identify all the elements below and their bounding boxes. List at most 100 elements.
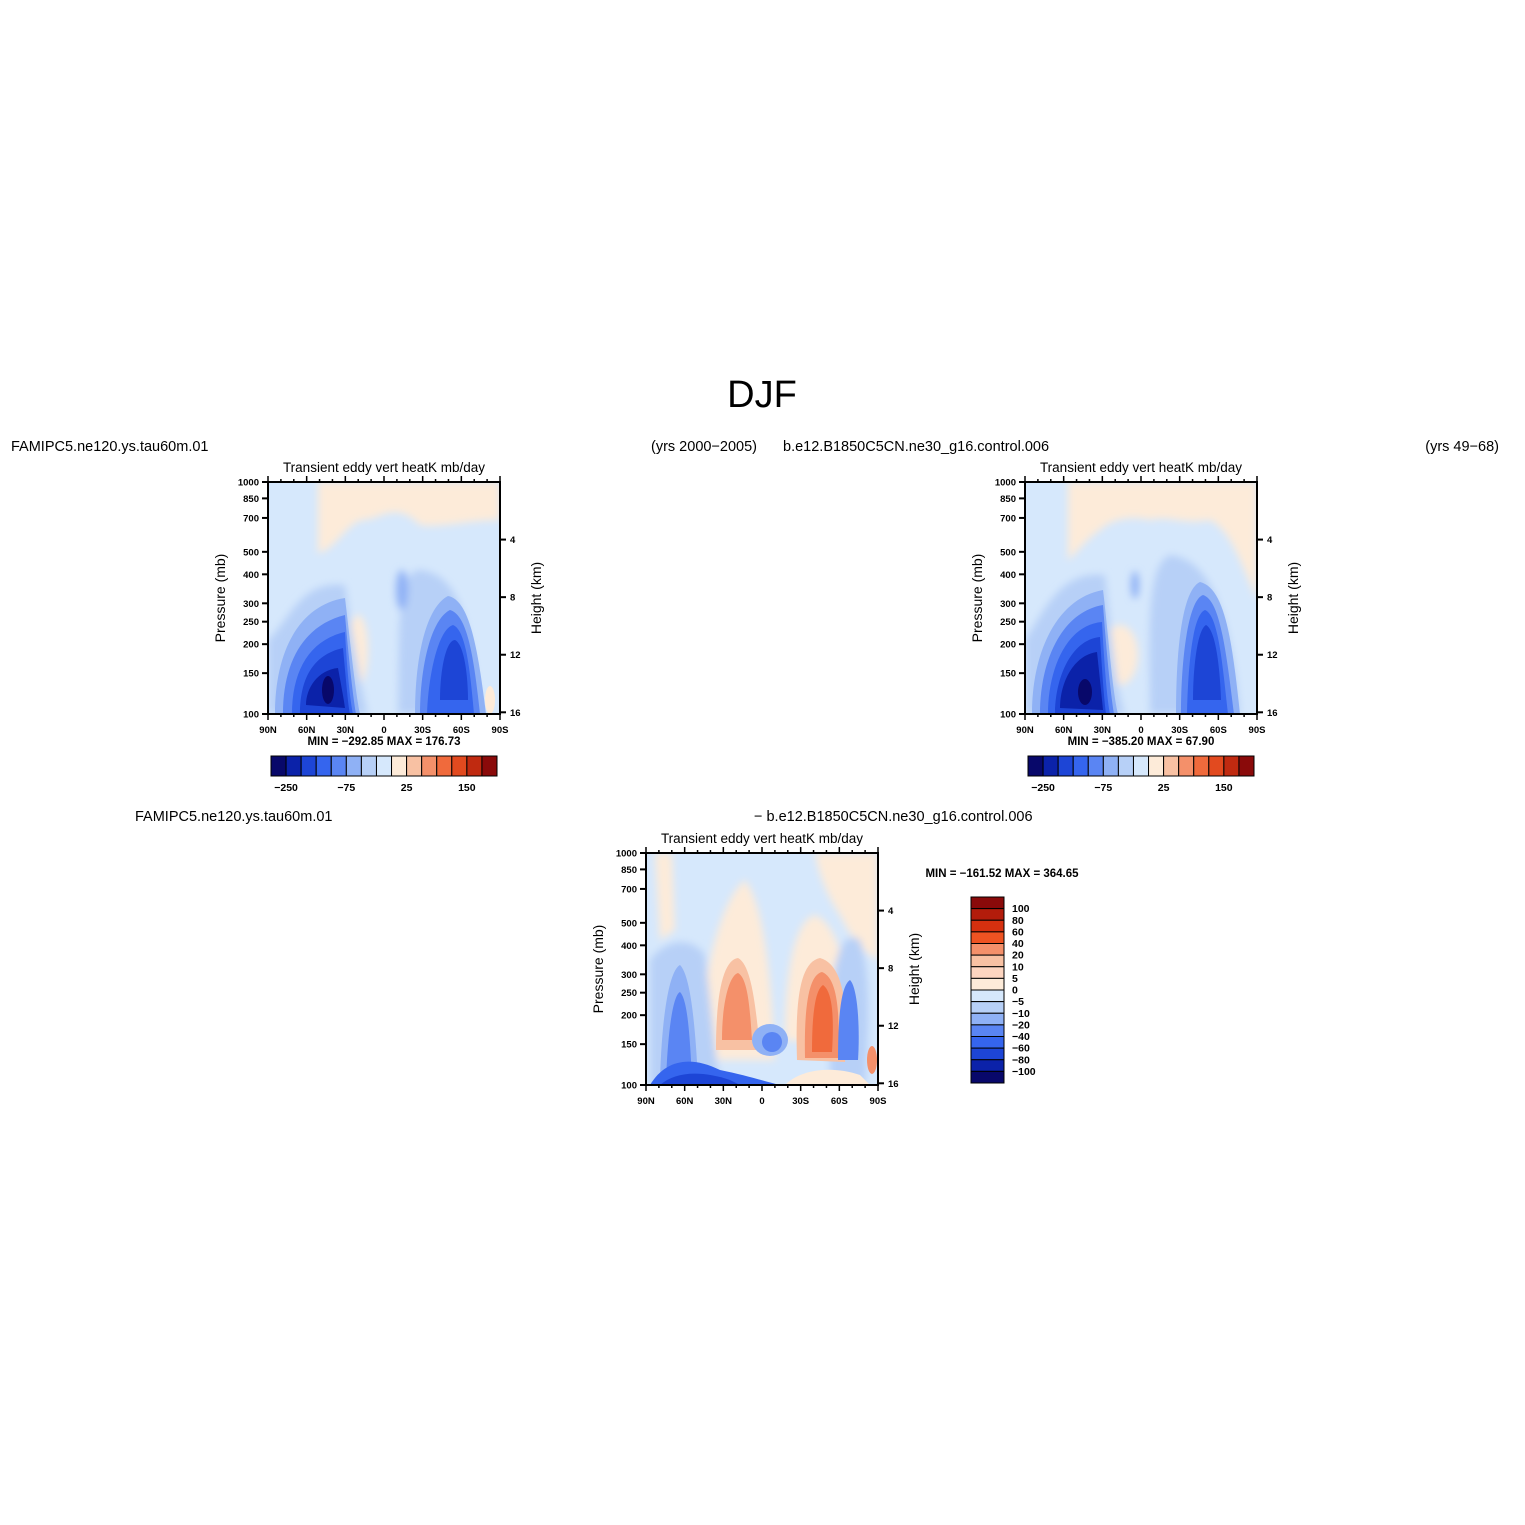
colorbar-box	[970, 977, 1005, 991]
colorbar-box	[270, 755, 287, 777]
colorbar-box	[1057, 755, 1074, 777]
x-tick-label: 30S	[1171, 725, 1188, 736]
y2-tick-label: 16	[888, 1079, 899, 1090]
x-tick-label: 30S	[792, 1096, 809, 1107]
x-tick-label: 0	[381, 725, 386, 736]
panel3-ylabel: Pressure (mb)	[590, 925, 606, 1014]
y2-tick-label: 8	[510, 593, 515, 604]
colorbar-box	[970, 943, 1005, 956]
panel2-case-label: b.e12.B1850C5CN.ne30_g16.control.006	[783, 439, 1049, 455]
colorbar-label: 40	[1012, 938, 1024, 950]
x-tick-label: 90N	[637, 1096, 655, 1107]
colorbar-label: −60	[1012, 1043, 1030, 1055]
panel3: Transient eddy vert heatK mb/day	[590, 831, 1079, 1107]
panel2-contour-field	[1025, 482, 1257, 714]
panel2-minmax: MIN = −385.20 MAX = 67.90	[1068, 736, 1215, 748]
colorbar-box	[1163, 755, 1180, 777]
y2-tick-label: 8	[888, 964, 893, 975]
x-tick-label: 0	[759, 1096, 764, 1107]
panel3-contour-field	[646, 853, 878, 1085]
colorbar-box	[436, 755, 453, 777]
colorbar-label: −80	[1012, 1054, 1030, 1066]
colorbar-label: 25	[1158, 782, 1170, 794]
colorbar-box	[391, 755, 408, 777]
y-tick-label: 250	[243, 617, 259, 628]
panel1-ylabel: Pressure (mb)	[212, 554, 228, 643]
colorbar-label: −5	[1012, 996, 1024, 1008]
colorbar-box	[330, 755, 347, 777]
colorbar-box	[1042, 755, 1059, 777]
colorbar-box	[970, 1024, 1005, 1037]
colorbar-box	[1102, 755, 1119, 777]
colorbar-box	[360, 755, 377, 777]
x-tick-label: 60N	[1055, 725, 1073, 736]
colorbar-label: 150	[458, 782, 476, 794]
y2-tick-label: 4	[510, 535, 516, 546]
colorbar-label: −75	[1094, 782, 1112, 794]
panel1-title: Transient eddy vert heatK mb/day	[283, 460, 485, 475]
colorbar-box	[1148, 755, 1165, 777]
figure-title: DJF	[727, 374, 797, 416]
colorbar-box	[970, 919, 1005, 933]
y-tick-label: 250	[1000, 617, 1016, 628]
y-tick-label: 400	[1000, 570, 1016, 581]
panel3-case-label: FAMIPC5.ne120.ys.tau60m.01	[135, 809, 332, 825]
colorbar-box	[1072, 755, 1089, 777]
y-tick-label: 500	[1000, 547, 1016, 558]
x-tick-label: 60N	[298, 725, 316, 736]
y-tick-label: 100	[243, 710, 259, 721]
colorbar-label: 60	[1012, 926, 1024, 938]
x-tick-label: 0	[1138, 725, 1143, 736]
colorbar-box	[970, 931, 1005, 944]
colorbar-label: 150	[1215, 782, 1233, 794]
panel2-title: Transient eddy vert heatK mb/day	[1040, 460, 1242, 475]
colorbar-box	[970, 1036, 1005, 1049]
colorbar-label: 20	[1012, 950, 1024, 962]
colorbar-box	[285, 755, 302, 777]
colorbar-box	[300, 755, 317, 777]
colorbar-label: −40	[1012, 1031, 1030, 1043]
y-tick-label: 200	[1000, 640, 1016, 651]
colorbar-label: −100	[1012, 1066, 1036, 1078]
y-tick-label: 700	[621, 884, 637, 895]
x-tick-label: 60S	[1210, 725, 1227, 736]
colorbar-box	[1208, 755, 1225, 777]
y2-tick-label: 16	[1267, 708, 1278, 719]
colorbar-box	[1027, 755, 1044, 777]
x-tick-label: 60N	[676, 1096, 694, 1107]
y-tick-label: 700	[1000, 513, 1016, 524]
colorbar-box	[970, 896, 1005, 910]
colorbar-box	[970, 966, 1005, 979]
panel2-years-label: (yrs 49−68)	[1425, 439, 1499, 455]
panel3-axes: 100 150 200 250 300 400 500 700 850 1000 16 12 8 4 90N…	[616, 847, 899, 1107]
y2-tick-label: 8	[1267, 593, 1272, 604]
panel3-y2label: Height (km)	[906, 933, 922, 1005]
y2-tick-label: 16	[510, 708, 521, 719]
colorbar-label: −250	[1031, 782, 1055, 794]
y-tick-label: 300	[621, 970, 637, 981]
colorbar-label: −20	[1012, 1019, 1030, 1031]
colorbar-box	[970, 1059, 1005, 1072]
y2-tick-label: 12	[510, 650, 521, 661]
x-tick-label: 60S	[831, 1096, 848, 1107]
colorbar-label: −10	[1012, 1008, 1030, 1020]
y-tick-label: 850	[621, 865, 637, 876]
panel1-contour-field	[268, 482, 500, 714]
panel3-minmax: MIN = −161.52 MAX = 364.65	[925, 868, 1079, 880]
colorbar-box	[1193, 755, 1210, 777]
panel2-colorbar: −250 −75 25 150	[1027, 755, 1255, 794]
y-tick-label: 100	[1000, 710, 1016, 721]
y-tick-label: 850	[1000, 494, 1016, 505]
y-tick-label: 150	[1000, 669, 1016, 680]
colorbar-box	[970, 1070, 1005, 1084]
x-tick-label: 90S	[870, 1096, 887, 1107]
y2-tick-label: 4	[1267, 535, 1273, 546]
y-tick-label: 250	[621, 988, 637, 999]
panel1-colorbar: −250 −75 25 150	[270, 755, 498, 794]
panel1-years-label: (yrs 2000−2005)	[651, 439, 757, 455]
y-tick-label: 200	[243, 640, 259, 651]
x-tick-label: 30N	[337, 725, 355, 736]
colorbar-box	[406, 755, 423, 777]
panel2-y2label: Height (km)	[1285, 562, 1301, 634]
